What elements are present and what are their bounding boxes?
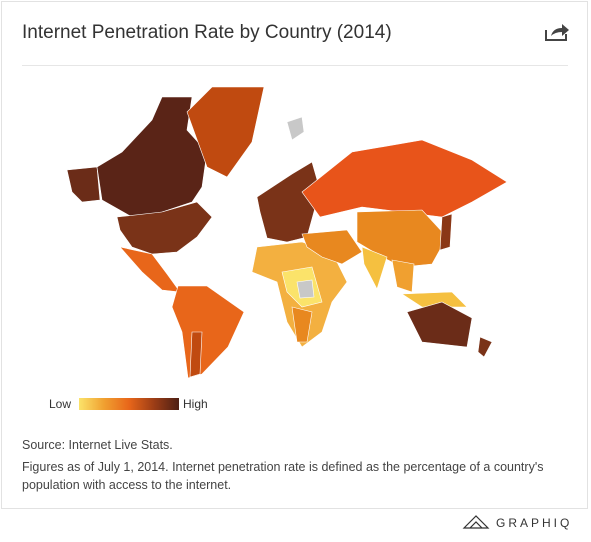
- source-note: Source: Internet Live Stats.: [22, 438, 173, 452]
- share-button[interactable]: [544, 22, 570, 42]
- description-note: Figures as of July 1, 2014. Internet pen…: [22, 460, 544, 492]
- legend-high-label: High: [183, 397, 208, 411]
- card: Internet Penetration Rate by Country (20…: [1, 1, 588, 509]
- brand-name: GRAPHIQ: [496, 516, 573, 530]
- legend-low-label: Low: [49, 397, 72, 411]
- legend-gradient: [79, 398, 179, 410]
- divider: [22, 65, 568, 66]
- title: Internet Penetration Rate by Country (20…: [22, 22, 392, 43]
- world-map: [66, 86, 508, 379]
- brand-logo: [462, 515, 490, 529]
